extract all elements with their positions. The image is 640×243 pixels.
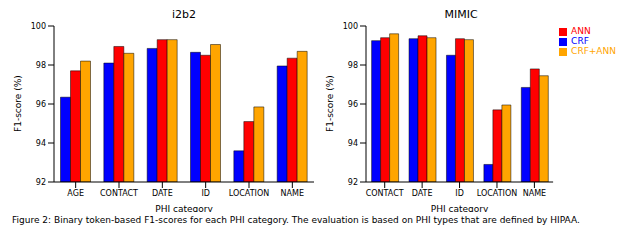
svg-text:96: 96: [36, 100, 46, 109]
svg-text:NAME: NAME: [281, 189, 304, 198]
svg-text:ID: ID: [201, 189, 210, 198]
html-text:i2b2: i2b2: [172, 8, 196, 21]
svg-text:LOCATION: LOCATION: [477, 189, 517, 198]
svg-text:F1-score (%): F1-score (%): [13, 75, 23, 132]
svg-text:92: 92: [36, 178, 46, 187]
svg-text:92: 92: [348, 178, 358, 187]
html-text:CRF: CRF: [571, 36, 589, 46]
html-text:Figure 2: Binary token-based F: Figure 2: Binary token-based F1-scores f…: [12, 215, 580, 225]
svg-text:DATE: DATE: [152, 189, 173, 198]
svg-text:LOCATION: LOCATION: [229, 189, 269, 198]
svg-text:100: 100: [343, 22, 358, 31]
svg-text:NAME: NAME: [523, 189, 546, 198]
svg-text:96: 96: [348, 100, 358, 109]
svg-text:ID: ID: [455, 189, 464, 198]
svg-text:98: 98: [348, 61, 358, 70]
svg-text:94: 94: [348, 139, 358, 148]
svg-text:CONTACT: CONTACT: [100, 189, 138, 198]
svg-text:F1-score (%): F1-score (%): [325, 75, 335, 132]
svg-text:CONTACT: CONTACT: [366, 189, 404, 198]
svg-text:AGE: AGE: [67, 189, 84, 198]
svg-text:100: 100: [31, 22, 46, 31]
svg-text:94: 94: [36, 139, 46, 148]
svg-text:PHI category: PHI category: [155, 204, 213, 212]
html-text:MIMIC: MIMIC: [444, 8, 478, 21]
html-text:ANN: ANN: [571, 26, 591, 36]
svg-text:98: 98: [36, 61, 46, 70]
svg-text:PHI category: PHI category: [431, 204, 489, 212]
html-text:CRF+ANN: CRF+ANN: [571, 46, 616, 56]
svg-text:DATE: DATE: [412, 189, 433, 198]
